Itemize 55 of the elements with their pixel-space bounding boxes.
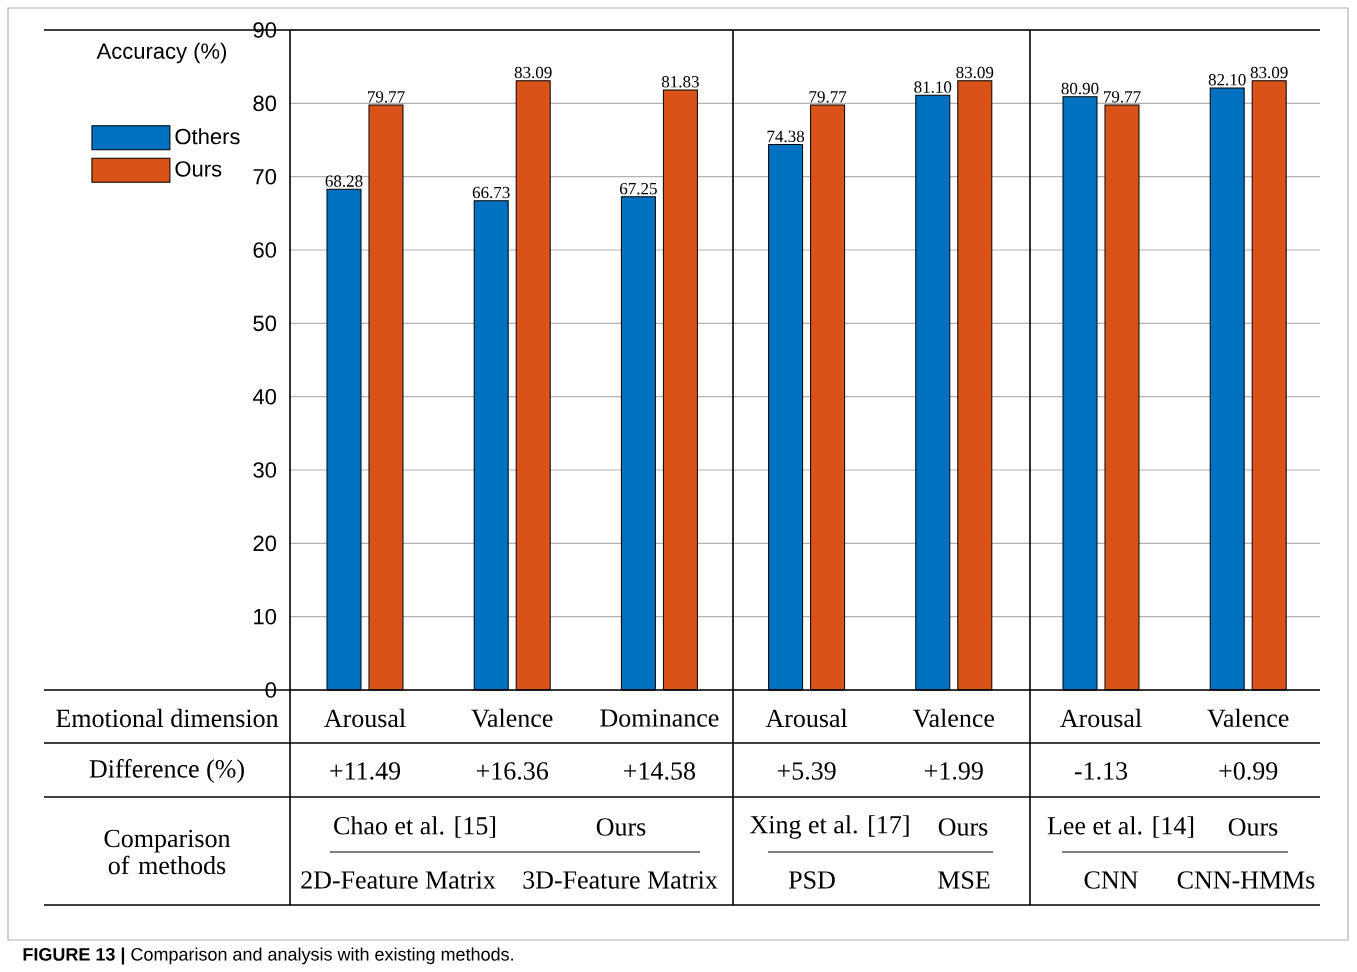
- text: MSE: [938, 871, 990, 889]
- x-tick-label: Arousal: [324, 708, 406, 728]
- data-label: 83.09: [1250, 66, 1288, 79]
- x-tick-label: Valence: [471, 708, 553, 728]
- text: +0.99: [1219, 762, 1278, 780]
- data-label: 66.73: [472, 186, 510, 199]
- data-label: 68.28: [325, 175, 363, 187]
- data-label: 81.10: [914, 81, 952, 93]
- x-tick-label: Valence: [912, 708, 995, 728]
- text: +5.39: [777, 762, 836, 780]
- text: Xing et al. [17]: [750, 815, 909, 839]
- text: Difference (%): [89, 759, 244, 783]
- x-tick-label: Arousal: [1060, 708, 1142, 728]
- data-label: 83.09: [956, 66, 994, 79]
- legend-label: Ours: [175, 161, 222, 177]
- data-label: 83.09: [514, 66, 552, 79]
- y-tick-label: 80: [253, 95, 277, 112]
- y-tick-label: 10: [254, 608, 277, 625]
- text: +16.36: [476, 762, 549, 780]
- y-tick-label: 20: [253, 535, 277, 552]
- text: Emotional dimension: [56, 708, 279, 728]
- data-label: 79.77: [368, 91, 405, 103]
- text: Ours: [938, 818, 988, 836]
- text: PSD: [788, 871, 835, 889]
- x-tick-label: Arousal: [765, 708, 848, 728]
- data-label: 67.25: [619, 182, 657, 195]
- y-tick-label: 50: [253, 315, 277, 332]
- text: CNN-HMMs: [1177, 871, 1315, 889]
- text: 2D-Feature Matrix: [301, 871, 496, 889]
- y-tick-label: 70: [253, 168, 277, 185]
- text: FIGURE 13 | Comparison and analysis with existing methods.: [23, 947, 513, 965]
- y-tick-label: 30: [253, 462, 277, 478]
- text: Comparison of methods: [104, 829, 231, 875]
- text: Chao et al. [15]: [334, 816, 496, 838]
- text: +14.58: [624, 762, 695, 780]
- y-tick-label: 60: [253, 242, 277, 258]
- text: Lee et al. [14]: [1047, 816, 1194, 838]
- legend-label: Others: [175, 128, 240, 145]
- text: Ours: [1228, 818, 1278, 836]
- text: CNN: [1084, 871, 1138, 889]
- data-label: 82.10: [1208, 74, 1246, 86]
- y-tick-label: 40: [252, 388, 277, 405]
- x-tick-label: Valence: [1207, 708, 1289, 728]
- y-axis-title: Accuracy (%): [96, 42, 226, 64]
- data-label: 81.83: [661, 76, 699, 88]
- text: +1.99: [925, 762, 983, 780]
- data-label: 79.77: [1104, 91, 1141, 103]
- data-label: 80.90: [1061, 82, 1099, 95]
- x-tick-label: Dominance: [600, 709, 719, 727]
- data-label: 74.38: [767, 130, 805, 143]
- text: 3D-Feature Matrix: [523, 871, 718, 889]
- text: -1.13: [1074, 762, 1128, 780]
- data-label: 79.77: [809, 91, 847, 103]
- text: Ours: [596, 818, 646, 836]
- text: +11.49: [330, 762, 401, 780]
